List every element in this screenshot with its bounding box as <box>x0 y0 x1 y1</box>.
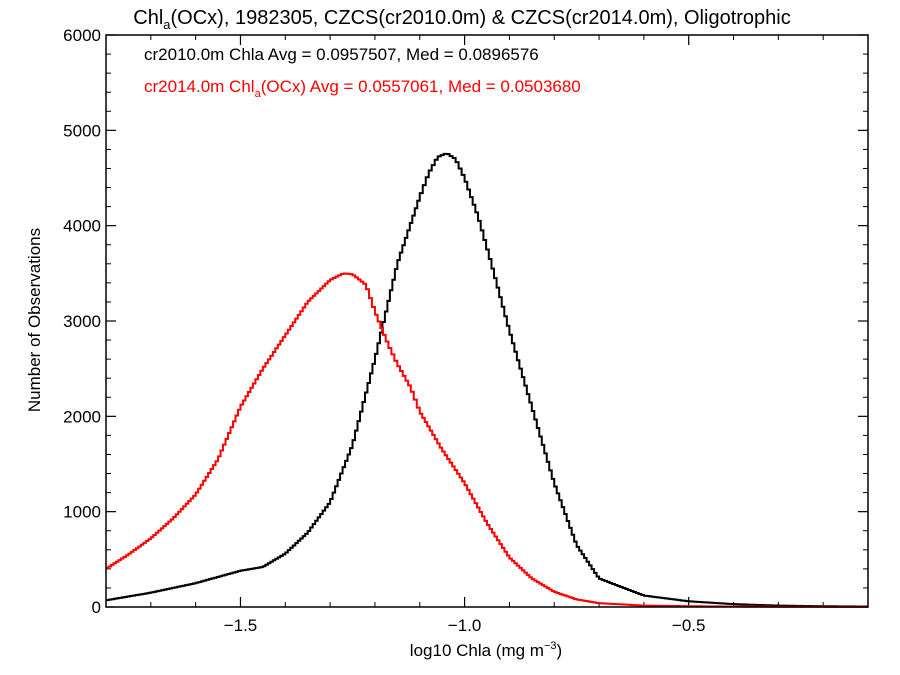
x-axis-label: log10 Chla (mg m−3) <box>410 640 562 660</box>
y-tick-label: 1000 <box>63 503 101 522</box>
x-tick-label: −1.5 <box>224 616 258 635</box>
y-tick-label: 6000 <box>63 26 101 45</box>
series-line-cr2010 <box>106 152 868 608</box>
y-tick-label: 2000 <box>63 407 101 426</box>
y-tick-label: 3000 <box>63 312 101 331</box>
legend: cr2010.0m Chla Avg = 0.0957507, Med = 0.… <box>144 45 581 100</box>
x-tick-label: −1.0 <box>448 616 482 635</box>
legend-entry-red: cr2014.0m Chla(OCx) Avg = 0.0557061, Med… <box>144 77 581 100</box>
y-tick-label: 4000 <box>63 217 101 236</box>
plot-frame <box>105 34 869 608</box>
axis-ticks: 0 1000 2000 3000 4000 5000 6000 −1.5 −1.0 −0.5 <box>63 26 869 635</box>
chart-title: Chla(OCx), 1982305, CZCS(cr2010.0m) & CZ… <box>133 7 790 32</box>
series-group <box>106 152 868 608</box>
y-tick-label: 5000 <box>63 121 101 140</box>
series-line-cr2014 <box>106 272 868 608</box>
x-tick-label: −0.5 <box>672 616 706 635</box>
legend-entry-black: cr2010.0m Chla Avg = 0.0957507, Med = 0.… <box>144 45 539 64</box>
y-axis-label: Number of Observations <box>25 228 44 412</box>
y-tick-label: 0 <box>92 598 101 617</box>
